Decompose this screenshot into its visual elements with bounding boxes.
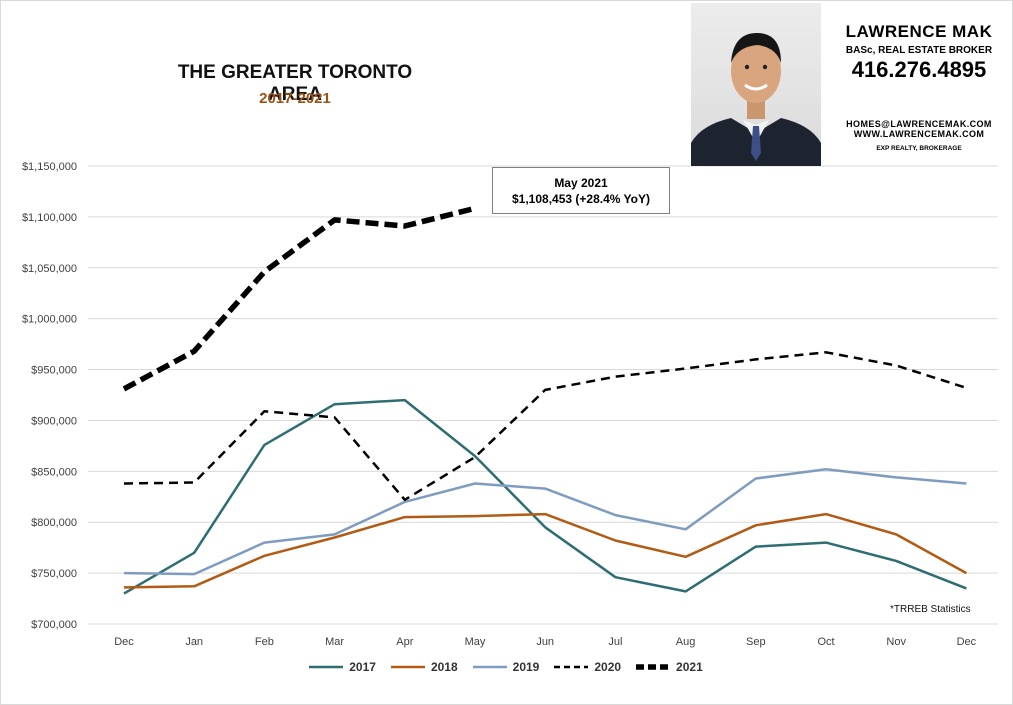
x-tick-label: Mar bbox=[325, 636, 344, 648]
legend-label: 2020 bbox=[594, 660, 622, 674]
y-tick-label: $900,000 bbox=[31, 415, 77, 427]
callout-box: May 2021 $1,108,453 (+28.4% YoY) bbox=[492, 167, 670, 214]
y-tick-label: $700,000 bbox=[31, 619, 77, 631]
legend-label: 2019 bbox=[512, 660, 540, 674]
legend-item-2018: 2018 bbox=[390, 660, 458, 674]
y-tick-label: $750,000 bbox=[31, 568, 77, 580]
y-tick-label: $850,000 bbox=[31, 466, 77, 478]
agent-photo bbox=[691, 3, 821, 166]
series-line-2020 bbox=[123, 351, 967, 502]
x-tick-label: Feb bbox=[255, 636, 274, 648]
y-tick-label: $1,150,000 bbox=[22, 161, 77, 173]
x-tick-label: Sep bbox=[746, 636, 766, 648]
agent-email: HOMES@LAWRENCEMAK.COM bbox=[846, 119, 992, 129]
x-tick-label: Jun bbox=[536, 636, 554, 648]
x-tick-label: Aug bbox=[676, 636, 696, 648]
x-tick-label: Nov bbox=[886, 636, 906, 648]
source-note: *TRREB Statistics bbox=[890, 604, 971, 615]
legend-swatch bbox=[390, 665, 425, 669]
y-tick-label: $1,050,000 bbox=[22, 263, 77, 275]
agent-website: WWW.LAWRENCEMAK.COM bbox=[853, 129, 985, 139]
series-line-2017 bbox=[123, 398, 967, 595]
x-tick-label: Jan bbox=[185, 636, 203, 648]
legend-label: 2017 bbox=[349, 660, 376, 674]
agent-brokerage: EXP REALTY, BROKERAGE bbox=[876, 145, 962, 152]
series-line-2019 bbox=[123, 468, 967, 576]
legend-item-2020: 2020 bbox=[553, 660, 621, 674]
legend-swatch bbox=[472, 665, 507, 669]
series-line-2021 bbox=[122, 205, 476, 392]
series-line-2018 bbox=[123, 512, 968, 589]
agent-role: BASc, REAL ESTATE BROKER bbox=[845, 45, 993, 56]
chart-subtitle: 2017-2021 bbox=[259, 90, 331, 107]
legend-swatch bbox=[636, 664, 671, 670]
legend-item-2019: 2019 bbox=[472, 660, 540, 674]
x-tick-label: Apr bbox=[396, 636, 413, 648]
legend-label: 2021 bbox=[676, 660, 703, 674]
agent-name: LAWRENCE MAK bbox=[845, 22, 993, 41]
y-tick-label: $1,000,000 bbox=[22, 314, 77, 326]
legend-item-2017: 2017 bbox=[308, 660, 376, 674]
y-tick-label: $800,000 bbox=[31, 517, 77, 529]
chart-legend: 2017 2018 2019 2020 2021 bbox=[0, 660, 1011, 674]
callout-line-1: May 2021 bbox=[554, 176, 608, 190]
x-tick-label: Oct bbox=[817, 636, 834, 648]
contact-block: LAWRENCE MAK BASc, REAL ESTATE BROKER 41… bbox=[828, 22, 1010, 152]
x-tick-label: Dec bbox=[114, 636, 134, 648]
legend-item-2021: 2021 bbox=[635, 660, 703, 674]
x-tick-label: Jul bbox=[608, 636, 622, 648]
x-tick-label: May bbox=[465, 636, 486, 648]
y-tick-label: $950,000 bbox=[31, 365, 77, 377]
chart-title: THE GREATER TORONTO AREA bbox=[177, 62, 413, 105]
legend-swatch bbox=[309, 665, 344, 669]
agent-phone: 416.276.4895 bbox=[851, 57, 987, 82]
x-tick-label: Dec bbox=[957, 636, 977, 648]
legend-swatch bbox=[554, 665, 589, 669]
callout-line-2: $1,108,453 (+28.4% YoY) bbox=[512, 192, 650, 206]
y-tick-label: $1,100,000 bbox=[22, 212, 77, 224]
legend-label: 2018 bbox=[430, 660, 458, 674]
